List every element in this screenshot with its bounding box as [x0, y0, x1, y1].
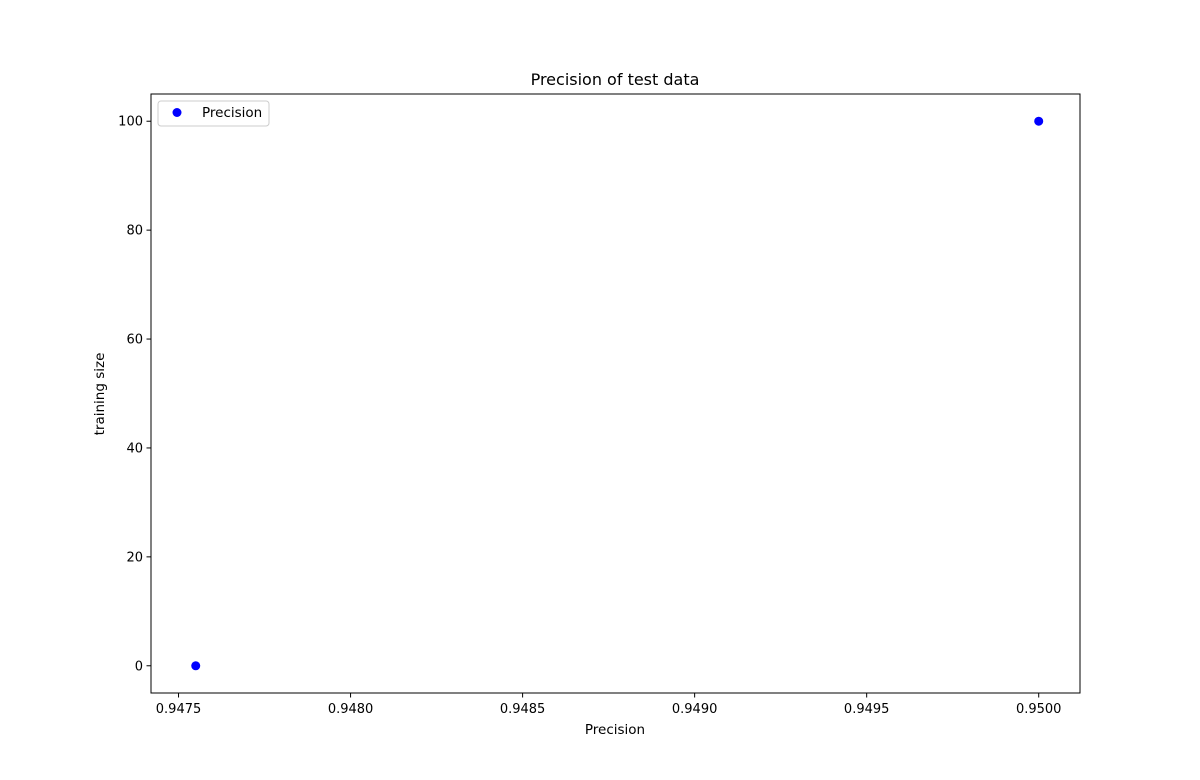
plot-area-frame: [150, 93, 1081, 694]
y-tick-label: 100: [118, 115, 143, 130]
data-points: [191, 116, 1044, 671]
y-tick-label: 0: [135, 659, 143, 674]
x-tick-label: 0.9500: [1016, 702, 1062, 717]
y-tick-label: 80: [126, 224, 143, 239]
y-tick-label: 20: [126, 550, 143, 565]
y-axis-label: training size: [92, 353, 108, 436]
legend: Precision: [157, 100, 270, 127]
x-tick-label: 0.9475: [156, 702, 202, 717]
data-point: [191, 661, 201, 671]
x-tick-label: 0.9480: [328, 702, 374, 717]
x-tick-label: 0.9495: [844, 702, 890, 717]
legend-box: [157, 100, 270, 127]
chart-title: Precision of test data: [531, 70, 700, 89]
x-axis-label: Precision: [585, 722, 645, 738]
legend-marker-precision: [172, 108, 182, 117]
y-axis-ticks: 0 20 40 60 80 100: [118, 115, 151, 674]
x-tick-label: 0.9490: [672, 702, 718, 717]
y-tick-label: 60: [126, 333, 143, 348]
data-point: [1034, 116, 1044, 126]
legend-label-precision: Precision: [202, 105, 262, 121]
x-axis-ticks: 0.9475 0.9480 0.9485 0.9490 0.9495 0.9500: [156, 693, 1062, 717]
x-tick-label: 0.9485: [500, 702, 546, 717]
y-tick-label: 40: [126, 441, 143, 456]
